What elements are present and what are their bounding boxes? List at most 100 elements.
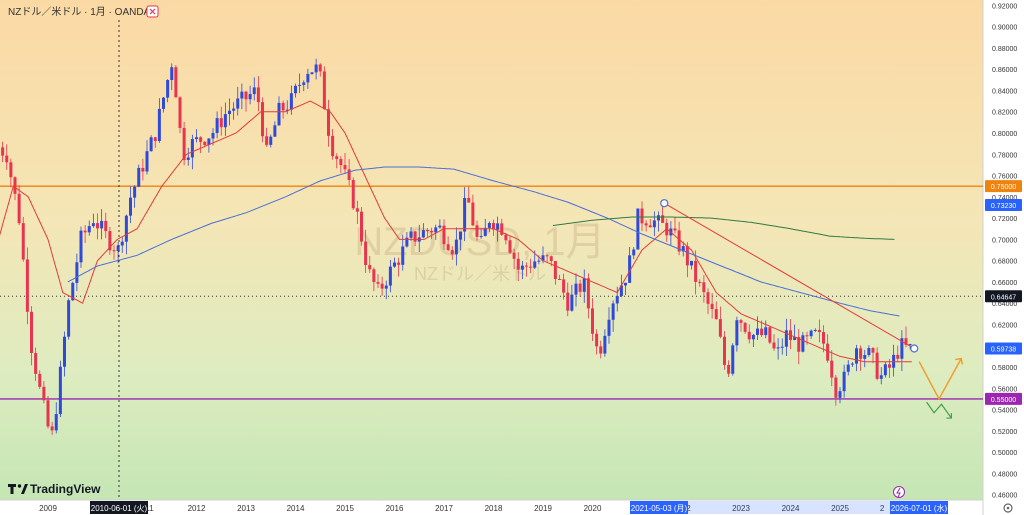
logo-text: TradingView: [30, 482, 101, 496]
tradingview-logo[interactable]: TradingView: [8, 482, 101, 496]
candle-body: [104, 220, 108, 232]
candle-body: [83, 230, 87, 233]
time-axis-panel[interactable]: [0, 500, 983, 515]
x-tick-label: 2020: [584, 504, 602, 513]
candle-body: [574, 283, 578, 295]
candle-body: [570, 294, 574, 311]
candle-body: [273, 125, 277, 137]
candle-body: [306, 73, 310, 83]
candle-body: [793, 337, 797, 341]
candle-body: [388, 266, 392, 286]
candle-body: [648, 225, 652, 228]
candle-body: [826, 343, 830, 361]
candle-body: [38, 373, 42, 387]
candle-body: [760, 328, 764, 336]
candle-body: [96, 223, 99, 229]
candle-body: [632, 249, 636, 256]
candle-body: [347, 169, 351, 180]
candle-body: [376, 282, 380, 284]
candle-body: [129, 197, 132, 216]
candle-body: [735, 320, 739, 346]
candle-body: [63, 336, 66, 367]
candle-body: [640, 208, 644, 224]
y-tick-label: 0.86000: [992, 67, 1017, 74]
candle-body: [879, 375, 883, 379]
candle-body: [508, 240, 512, 253]
candle-body: [512, 252, 516, 259]
price-axis-panel[interactable]: [983, 0, 1024, 515]
candle-body: [463, 197, 467, 232]
crosshair-x-label: 2010-06-01 (火): [90, 501, 148, 514]
candle-body: [67, 300, 71, 337]
y-tick-label: 0.70000: [992, 237, 1017, 244]
candle-body: [199, 137, 203, 142]
lightning-icon: [896, 487, 901, 498]
candle-body: [805, 335, 809, 337]
projection-up-path: [918, 358, 962, 401]
y-tick-label: 0.50000: [992, 450, 1017, 457]
candle-body: [364, 241, 368, 266]
x-tick-label: 2015: [336, 504, 354, 513]
candle-body: [91, 223, 95, 227]
y-tick-label: 0.66000: [992, 280, 1017, 287]
trendline: [664, 202, 915, 349]
gear-icon: [1003, 503, 1013, 513]
price-badge: [985, 290, 1022, 303]
candle-body: [174, 67, 178, 98]
candles-layer: [1, 58, 912, 435]
candle-body: [1, 147, 5, 156]
candle-body: [34, 353, 38, 374]
candle-body: [327, 109, 330, 136]
y-tick-label: 0.92000: [992, 3, 1017, 10]
candle-body: [677, 230, 681, 252]
candle-body: [558, 278, 561, 280]
candle-body: [875, 352, 879, 379]
candle-body: [615, 296, 619, 304]
y-tick-label: 0.62000: [992, 322, 1017, 329]
candle-body: [475, 225, 479, 237]
y-tick-label: 0.90000: [992, 25, 1017, 32]
candle-body: [397, 262, 401, 265]
close-button[interactable]: [146, 5, 159, 18]
candle-body: [13, 177, 17, 194]
candle-body: [764, 327, 768, 336]
candle-body: [219, 118, 223, 128]
x-tick-label: 2017: [435, 504, 453, 513]
candle-body: [186, 157, 190, 160]
candle-body: [355, 208, 359, 212]
symbol-title[interactable]: NZドル／米ドル · 1月 · OANDA: [8, 5, 151, 18]
x-tick-label: 2013: [237, 504, 255, 513]
candle-body: [863, 354, 867, 359]
candle-body: [137, 167, 141, 187]
event-marker[interactable]: [893, 486, 905, 498]
x-tick-label: 2018: [485, 504, 503, 513]
candle-body: [310, 72, 314, 74]
time-range-highlight: 2021-05-03 (月) 2026-07-01 (水): [630, 501, 948, 514]
candle-body: [541, 255, 545, 261]
candle-body: [533, 261, 537, 268]
candle-body: [784, 330, 788, 347]
price-badge-text: 0.75000: [991, 184, 1016, 191]
axis-settings-button[interactable]: [1003, 503, 1013, 513]
candle-body: [904, 338, 908, 345]
candle-body: [401, 246, 405, 265]
candle-body: [714, 309, 718, 320]
candle-body: [351, 179, 355, 209]
crosshair-x-text: 2010-06-01 (火): [91, 504, 148, 513]
candle-body: [339, 158, 343, 166]
candle-body: [537, 260, 541, 262]
price-badge-text: 0.59738: [991, 347, 1016, 354]
candle-body: [343, 165, 347, 170]
candle-body: [380, 283, 384, 289]
y-tick-label: 0.64000: [992, 301, 1017, 308]
projection-down-path: [926, 401, 952, 419]
candle-body: [756, 328, 759, 335]
candle-body: [578, 283, 582, 292]
candle-body: [591, 308, 594, 334]
candle-body: [751, 334, 755, 340]
candle-body: [318, 64, 322, 72]
ma-slow-line: [67, 166, 900, 317]
trendline-start-handle: [660, 199, 669, 208]
candle-body: [58, 366, 62, 415]
